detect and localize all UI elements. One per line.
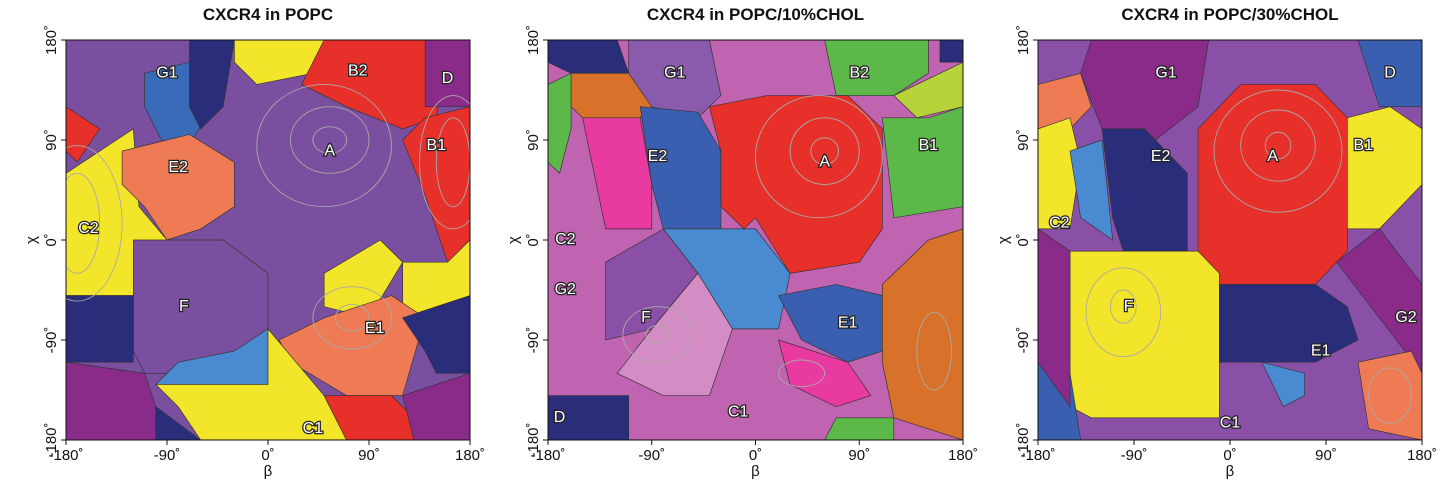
region-label: E1 — [365, 320, 385, 337]
x-axis-label: β — [1226, 463, 1235, 480]
y-tick-label: -90˚ — [1015, 327, 1032, 354]
region-label: B2 — [348, 62, 368, 79]
plot-area — [66, 40, 470, 440]
y-tick-label: 90˚ — [1015, 129, 1032, 151]
region-label: G1 — [664, 65, 685, 82]
region-label: C2 — [555, 231, 576, 248]
x-tick-label: 90˚ — [1315, 447, 1337, 464]
region-label: C1 — [728, 403, 749, 420]
region-label: C1 — [303, 420, 324, 437]
region-label: G2 — [1395, 309, 1416, 326]
y-tick-label: -180˚ — [43, 422, 60, 457]
region-label: B1 — [919, 137, 939, 154]
region-label: E1 — [1311, 342, 1331, 359]
y-tick-label: 90˚ — [43, 129, 60, 151]
x-tick-label: 90˚ — [848, 447, 870, 464]
region-label: F — [1124, 298, 1134, 315]
x-tick-label: -180˚ — [48, 447, 83, 464]
region-label: D — [442, 70, 454, 87]
y-tick-label: -180˚ — [1015, 422, 1032, 457]
region-label: A — [819, 153, 830, 170]
x-tick-label: 90˚ — [358, 447, 380, 464]
region-label: E2 — [168, 159, 188, 176]
region-label: E2 — [1151, 148, 1171, 165]
region-label: F — [641, 309, 651, 326]
region-label: A — [324, 142, 335, 159]
plot-area — [548, 40, 963, 440]
region-label: D — [1384, 65, 1396, 82]
y-tick-label: 180˚ — [1015, 25, 1032, 55]
y-tick-label: 0˚ — [1015, 233, 1032, 246]
region-label: B2 — [849, 65, 869, 82]
y-tick-label: -180˚ — [525, 422, 542, 457]
cluster-regions — [1038, 40, 1422, 440]
x-tick-label: 180˚ — [455, 447, 485, 464]
x-tick-label: -180˚ — [530, 447, 565, 464]
contours — [66, 83, 470, 350]
y-tick-label: 90˚ — [525, 129, 542, 151]
chart-title: CXCR4 in POPC — [203, 5, 333, 24]
x-axis-label: β — [264, 463, 273, 480]
region-label: D — [554, 409, 566, 426]
contours — [622, 95, 952, 391]
region-label: E1 — [838, 315, 858, 332]
cluster-regions — [66, 40, 470, 440]
y-axis-label: χ — [23, 236, 40, 244]
y-tick-label: 180˚ — [525, 25, 542, 55]
region-label: G1 — [1155, 65, 1176, 82]
cluster-regions — [548, 40, 963, 440]
region-label: F — [179, 298, 189, 315]
y-axis-label: χ — [995, 236, 1012, 244]
y-axis-label: χ — [505, 236, 522, 244]
y-tick-label: 0˚ — [43, 233, 60, 246]
x-tick-label: 0˚ — [1223, 447, 1236, 464]
chart-title: CXCR4 in POPC/10%CHOL — [647, 5, 864, 24]
x-tick-label: 0˚ — [261, 447, 274, 464]
region-label: G2 — [555, 281, 576, 298]
x-tick-label: 0˚ — [749, 447, 762, 464]
region-label: C2 — [78, 220, 99, 237]
region-label: E2 — [648, 148, 668, 165]
x-tick-label: 180˚ — [1407, 447, 1437, 464]
region-label: B1 — [1354, 137, 1374, 154]
plot-area — [1038, 40, 1422, 440]
region-label: C2 — [1049, 215, 1070, 232]
chart-title: CXCR4 in POPC/30%CHOL — [1121, 5, 1338, 24]
y-tick-label: 0˚ — [525, 233, 542, 246]
x-tick-label: -90˚ — [154, 447, 181, 464]
y-tick-label: 180˚ — [43, 25, 60, 55]
region-label: B1 — [427, 137, 447, 154]
x-tick-label: -180˚ — [1020, 447, 1055, 464]
contours — [1085, 89, 1412, 424]
x-axis-label: β — [751, 463, 760, 480]
x-tick-label: -90˚ — [1121, 447, 1148, 464]
x-tick-label: 180˚ — [948, 447, 978, 464]
region-label: C1 — [1220, 415, 1241, 432]
region-label: A — [1267, 148, 1278, 165]
region-label: G1 — [156, 65, 177, 82]
y-tick-label: -90˚ — [43, 327, 60, 354]
x-tick-label: -90˚ — [638, 447, 665, 464]
y-tick-label: -90˚ — [525, 327, 542, 354]
